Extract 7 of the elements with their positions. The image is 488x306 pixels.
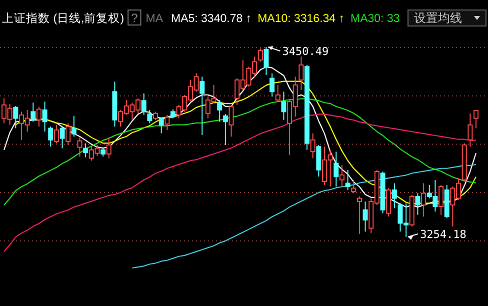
annotation: 3254.18	[420, 228, 466, 241]
button: 设置均线	[408, 10, 486, 26]
chart-title: 上证指数 (日线,前复权)	[2, 12, 124, 25]
note: 3254.18	[408, 228, 466, 241]
header: 上证指数 (日线,前复权) ? MA MA5: 3340.78 ↑ MA10: 3316.34 ↑ MA30: 33 设置均线	[0, 0, 488, 28]
annotation: 3450.49	[282, 45, 329, 58]
note: 3450.49	[268, 45, 329, 58]
